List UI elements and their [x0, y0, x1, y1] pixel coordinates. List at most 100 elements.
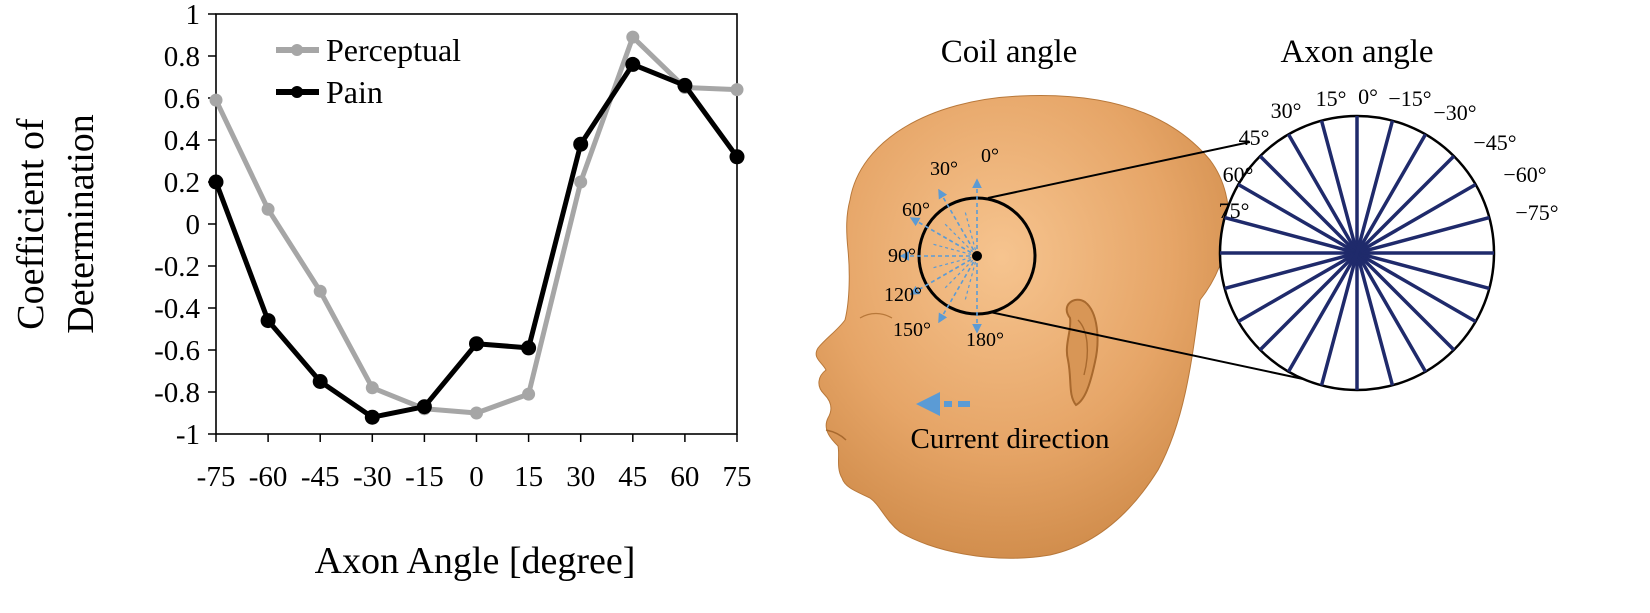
- coil-angle-label: 30°: [930, 158, 958, 180]
- x-tick-label: -30: [353, 461, 392, 493]
- data-point-perceptual: [574, 175, 588, 189]
- y-tick-label: 0.4: [164, 125, 201, 157]
- coil-angle-label: 180°: [966, 329, 1004, 351]
- coil-guide-ray: [932, 243, 978, 257]
- coil-angle-label: 60°: [902, 199, 930, 221]
- coil-direction-rays: [899, 178, 982, 334]
- axon-angle-label: 15°: [1316, 86, 1347, 111]
- data-point-perceptual: [313, 284, 327, 298]
- axon-angle-label: 30°: [1271, 98, 1302, 123]
- x-tick-label: 15: [514, 461, 543, 493]
- axon-angle-label: 45°: [1239, 125, 1270, 150]
- y-tick-label: 0: [186, 209, 201, 241]
- x-tick-label: -45: [301, 461, 340, 493]
- mouth-line: [825, 429, 847, 441]
- head-shape: [815, 95, 1230, 559]
- legend-label-perceptual: Perceptual: [326, 32, 461, 68]
- legend-entry-pain: Pain: [276, 74, 383, 110]
- y-tick-label: -0.2: [154, 251, 200, 283]
- y-tick-label: -1: [176, 419, 200, 451]
- y-axis-label: Coefficient of Determination: [10, 114, 102, 333]
- axon-angle-label: 60°: [1223, 162, 1254, 187]
- coil-guide-ray: [944, 223, 978, 257]
- x-tick-label: 75: [723, 461, 752, 493]
- x-axis-label: Axon Angle [degree]: [315, 540, 636, 582]
- legend-entry-perceptual: Perceptual: [276, 32, 461, 68]
- x-tick-label: 60: [670, 461, 699, 493]
- y-tick-label: 1: [186, 0, 201, 31]
- legend-label-pain: Pain: [326, 74, 383, 110]
- ear-shape: [1065, 298, 1099, 407]
- y-tick-label: -0.4: [154, 293, 200, 325]
- y-tick-label: -0.6: [154, 335, 200, 367]
- x-tick-label: -60: [249, 461, 288, 493]
- axon-angle-label: −15°: [1388, 86, 1431, 111]
- coil-angle-label: 120°: [884, 284, 922, 306]
- axon-angle-title: Axon angle: [1280, 34, 1433, 70]
- series-layer: [208, 30, 745, 425]
- data-point-perceptual: [470, 406, 483, 420]
- data-point-perceptual: [626, 30, 640, 44]
- eye-shadow: [859, 312, 893, 319]
- x-tick-label: -75: [197, 461, 236, 493]
- data-point-perceptual: [209, 93, 223, 107]
- data-point-pain: [260, 313, 276, 329]
- x-tick-label: 45: [618, 461, 647, 493]
- current-direction-label: Current direction: [911, 423, 1110, 455]
- data-point-perceptual: [261, 202, 275, 216]
- data-point-pain: [625, 56, 641, 72]
- data-point-pain: [364, 409, 380, 425]
- data-point-pain: [312, 374, 328, 389]
- coil-angle-label: 150°: [893, 319, 931, 341]
- legend: Perceptual Pain: [276, 32, 461, 110]
- axon-angle-label: −60°: [1503, 162, 1546, 187]
- x-tick-label: 0: [469, 461, 484, 493]
- coil: 0° 30°60° 90° 120° 150° 180°: [884, 145, 1037, 351]
- data-point-pain: [573, 136, 589, 152]
- y-tick-label: 0.8: [164, 41, 200, 73]
- y-axis-label-line-2: Determination: [60, 114, 102, 333]
- axon-angle-label: −45°: [1473, 130, 1516, 155]
- ear-detail: [1077, 319, 1089, 376]
- head-illustration: Coil angle Axon angle 0°30°60°90°120°150…: [815, 34, 1559, 559]
- coil-angle-label: 90°: [888, 245, 916, 267]
- line-chart: 10.80.60.40.20-0.2-0.4-0.6-0.8-1 -75 -60-…: [10, 0, 752, 582]
- coil-ray: [938, 188, 978, 257]
- y-axis-ticks: 1 0.8 0.6 0.4 0.2 0 -0.2 -0.4 -0.6 -0.8 -1: [154, 0, 216, 451]
- coil-angle-labels: 0° 30°60° 90° 120° 150° 180°: [884, 145, 1004, 351]
- axon-spoke: [1319, 120, 1395, 386]
- data-point-perceptual: [522, 387, 536, 401]
- coil-angle-title: Coil angle: [941, 34, 1078, 70]
- coil-ray: [909, 217, 978, 257]
- data-point-pain: [469, 336, 484, 352]
- coil-ray: [909, 255, 978, 295]
- coil-ray: [938, 255, 978, 324]
- data-point-perceptual: [730, 83, 744, 97]
- y-tick-label: 0.6: [164, 83, 200, 115]
- data-point-pain: [521, 340, 537, 356]
- coil-guide-ray: [964, 255, 978, 301]
- axon-angle-labels: 0° 15° 30°45° 60° 75° −15°−30° −45° −60° −75°: [1219, 84, 1559, 225]
- coil-center-dot: [972, 251, 982, 261]
- zoom-line-bottom: [989, 311, 1346, 389]
- coil-guide-ray: [932, 255, 978, 269]
- axon-wheel: 0° 15° 30°45° 60° 75° −15°−30° −45° −60° −75°: [1219, 84, 1559, 392]
- y-axis-label-line-1: Coefficient of: [10, 118, 52, 330]
- coil-angle-label: 0°: [981, 145, 999, 167]
- coil-guide-ray: [944, 255, 978, 289]
- axon-spokes: [1220, 116, 1494, 390]
- x-tick-label: 30: [566, 461, 595, 493]
- current-arrow-head: [916, 392, 940, 416]
- zoom-line-top: [987, 141, 1251, 199]
- data-point-pain: [416, 399, 432, 415]
- axon-angle-label: 75°: [1219, 198, 1250, 223]
- current-direction-indicator: Current direction: [911, 392, 1110, 455]
- data-point-perceptual: [365, 381, 379, 395]
- coil-guide-ray: [964, 211, 978, 257]
- series-line-pain: [213, 61, 740, 420]
- data-point-pain: [677, 77, 693, 93]
- y-tick-label: -0.8: [154, 377, 200, 409]
- axon-angle-label: 0°: [1358, 84, 1378, 109]
- x-axis-ticks: -75 -60 -45 -30 -15 0 15 30 45 60 75: [197, 434, 752, 493]
